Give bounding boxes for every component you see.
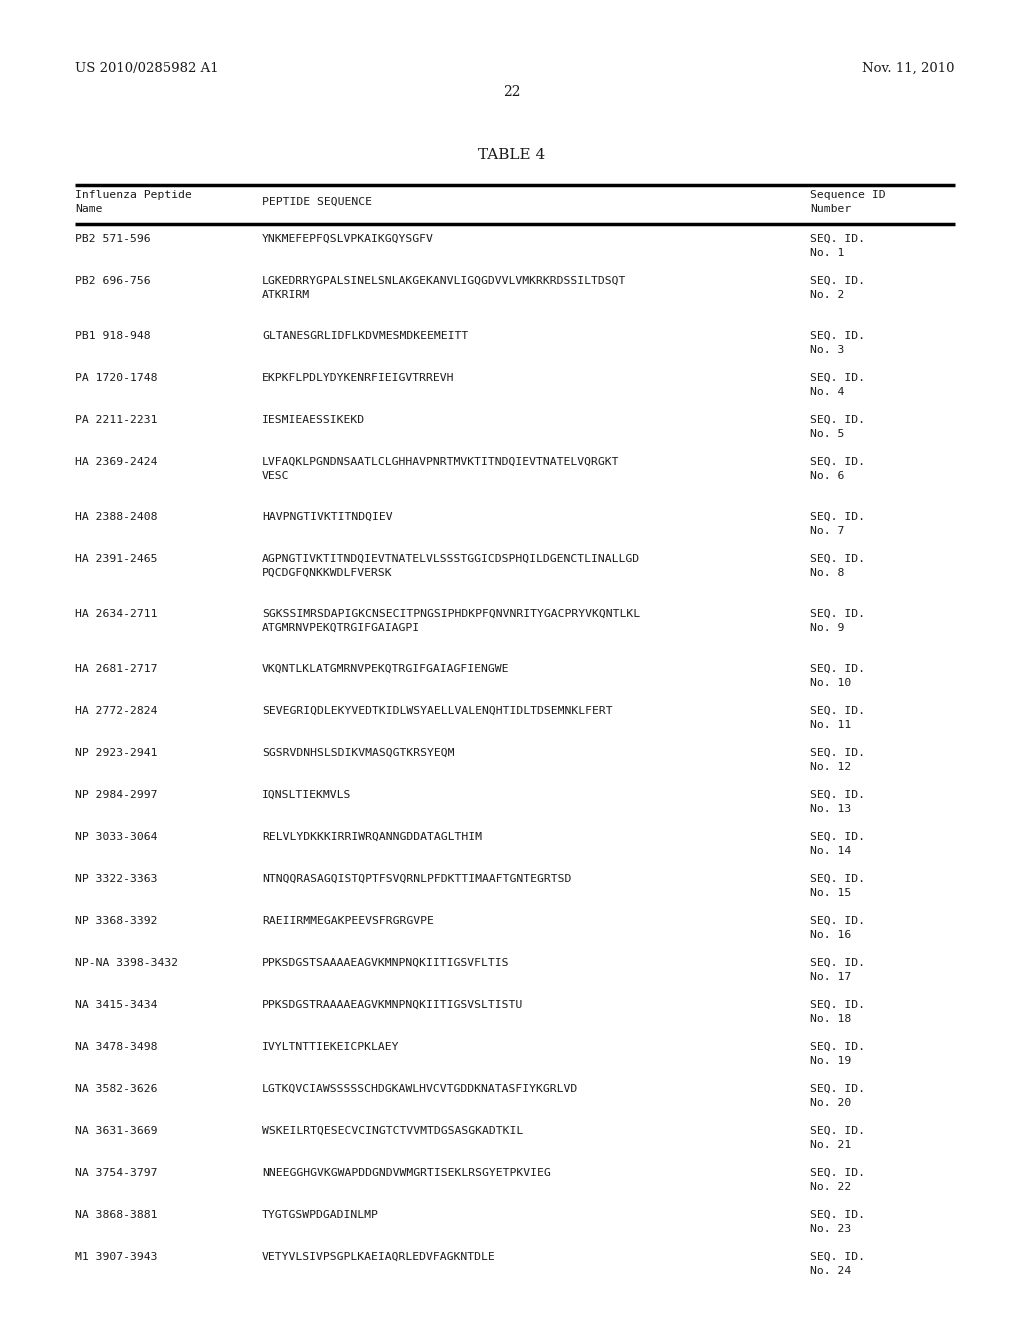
Text: SEQ. ID.
No. 23: SEQ. ID. No. 23 (810, 1210, 865, 1234)
Text: NP 3033-3064: NP 3033-3064 (75, 832, 158, 842)
Text: SEQ. ID.
No. 14: SEQ. ID. No. 14 (810, 832, 865, 855)
Text: IQNSLTIEKMVLS: IQNSLTIEKMVLS (262, 789, 351, 800)
Text: Name: Name (75, 205, 102, 214)
Text: SEQ. ID.
No. 5: SEQ. ID. No. 5 (810, 414, 865, 438)
Text: NP 2984-2997: NP 2984-2997 (75, 789, 158, 800)
Text: NA 3631-3669: NA 3631-3669 (75, 1126, 158, 1137)
Text: AGPNGTIVKTITNDQIEVTNATELVLSSSTGGICDSPHQILDGENCTLINALLGD
PQCDGFQNKKWDLFVERSK: AGPNGTIVKTITNDQIEVTNATELVLSSSTGGICDSPHQI… (262, 554, 640, 578)
Text: NA 3582-3626: NA 3582-3626 (75, 1084, 158, 1094)
Text: SEQ. ID.
No. 4: SEQ. ID. No. 4 (810, 374, 865, 396)
Text: HAVPNGTIVKTITNDQIEV: HAVPNGTIVKTITNDQIEV (262, 512, 392, 521)
Text: PPKSDGSTSAAAAEAGVKMNPNQKIITIGSVFLTIS: PPKSDGSTSAAAAEAGVKMNPNQKIITIGSVFLTIS (262, 958, 510, 968)
Text: HA 2369-2424: HA 2369-2424 (75, 457, 158, 467)
Text: SEQ. ID.
No. 21: SEQ. ID. No. 21 (810, 1126, 865, 1150)
Text: PB1 918-948: PB1 918-948 (75, 331, 151, 341)
Text: SEQ. ID.
No. 20: SEQ. ID. No. 20 (810, 1084, 865, 1107)
Text: Influenza Peptide: Influenza Peptide (75, 190, 191, 201)
Text: HA 2772-2824: HA 2772-2824 (75, 706, 158, 715)
Text: SEQ. ID.
No. 10: SEQ. ID. No. 10 (810, 664, 865, 688)
Text: PA 2211-2231: PA 2211-2231 (75, 414, 158, 425)
Text: NP 3322-3363: NP 3322-3363 (75, 874, 158, 884)
Text: NA 3754-3797: NA 3754-3797 (75, 1168, 158, 1177)
Text: SEQ. ID.
No. 12: SEQ. ID. No. 12 (810, 748, 865, 772)
Text: WSKEILRTQESECVCINGTCTVVMTDGSASGKADTKIL: WSKEILRTQESECVCINGTCTVVMTDGSASGKADTKIL (262, 1126, 523, 1137)
Text: SEVEGRIQDLEKYVEDTKIDLWSYAELLVALENQHTIDLTDSEMNKLFERT: SEVEGRIQDLEKYVEDTKIDLWSYAELLVALENQHTIDLT… (262, 706, 612, 715)
Text: SEQ. ID.
No. 24: SEQ. ID. No. 24 (810, 1251, 865, 1275)
Text: LGTKQVCIAWSSSSSCHDGKAWLHVCVTGDDKNATASFIYKGRLVD: LGTKQVCIAWSSSSSCHDGKAWLHVCVTGDDKNATASFIY… (262, 1084, 579, 1094)
Text: SEQ. ID.
No. 9: SEQ. ID. No. 9 (810, 609, 865, 632)
Text: NA 3415-3434: NA 3415-3434 (75, 1001, 158, 1010)
Text: LVFAQKLPGNDNSAATLCLGHHAVPNRTMVKTITNDQIEVTNATELVQRGKT
VESC: LVFAQKLPGNDNSAATLCLGHHAVPNRTMVKTITNDQIEV… (262, 457, 620, 480)
Text: RELVLYDKKKIRRIWRQANNGDDATAGLTHIM: RELVLYDKKKIRRIWRQANNGDDATAGLTHIM (262, 832, 482, 842)
Text: SEQ. ID.
No. 6: SEQ. ID. No. 6 (810, 457, 865, 480)
Text: NP 3368-3392: NP 3368-3392 (75, 916, 158, 927)
Text: SEQ. ID.
No. 15: SEQ. ID. No. 15 (810, 874, 865, 898)
Text: HA 2634-2711: HA 2634-2711 (75, 609, 158, 619)
Text: Nov. 11, 2010: Nov. 11, 2010 (862, 62, 955, 75)
Text: VKQNTLKLATGMRNVPEKQTRGIFGAIAGFIENGWE: VKQNTLKLATGMRNVPEKQTRGIFGAIAGFIENGWE (262, 664, 510, 675)
Text: YNKMEFEPFQSLVPKAIKGQYSGFV: YNKMEFEPFQSLVPKAIKGQYSGFV (262, 234, 434, 244)
Text: HA 2388-2408: HA 2388-2408 (75, 512, 158, 521)
Text: SEQ. ID.
No. 18: SEQ. ID. No. 18 (810, 1001, 865, 1023)
Text: SEQ. ID.
No. 11: SEQ. ID. No. 11 (810, 706, 865, 730)
Text: SEQ. ID.
No. 8: SEQ. ID. No. 8 (810, 554, 865, 578)
Text: SEQ. ID.
No. 16: SEQ. ID. No. 16 (810, 916, 865, 940)
Text: US 2010/0285982 A1: US 2010/0285982 A1 (75, 62, 219, 75)
Text: SEQ. ID.
No. 13: SEQ. ID. No. 13 (810, 789, 865, 813)
Text: EKPKFLPDLYDYKENRFIEIGVTRREVH: EKPKFLPDLYDYKENRFIEIGVTRREVH (262, 374, 455, 383)
Text: Sequence ID: Sequence ID (810, 190, 886, 201)
Text: TABLE 4: TABLE 4 (478, 148, 546, 162)
Text: HA 2391-2465: HA 2391-2465 (75, 554, 158, 564)
Text: HA 2681-2717: HA 2681-2717 (75, 664, 158, 675)
Text: IESMIEAESSIKEKD: IESMIEAESSIKEKD (262, 414, 366, 425)
Text: SEQ. ID.
No. 19: SEQ. ID. No. 19 (810, 1041, 865, 1065)
Text: SEQ. ID.
No. 7: SEQ. ID. No. 7 (810, 512, 865, 536)
Text: SGKSSIMRSDAPIGKCNSECITPNGSIPHDKPFQNVNRITYGACPRYVKQNTLKL
ATGMRNVPEKQTRGIFGAIAGPI: SGKSSIMRSDAPIGKCNSECITPNGSIPHDKPFQNVNRIT… (262, 609, 640, 632)
Text: NA 3478-3498: NA 3478-3498 (75, 1041, 158, 1052)
Text: Number: Number (810, 205, 851, 214)
Text: GLTANESGRLIDFLKDVMESMDKEEMEITT: GLTANESGRLIDFLKDVMESMDKEEMEITT (262, 331, 468, 341)
Text: SEQ. ID.
No. 22: SEQ. ID. No. 22 (810, 1168, 865, 1192)
Text: SEQ. ID.
No. 1: SEQ. ID. No. 1 (810, 234, 865, 257)
Text: PB2 696-756: PB2 696-756 (75, 276, 151, 286)
Text: SEQ. ID.
No. 17: SEQ. ID. No. 17 (810, 958, 865, 982)
Text: NTNQQRASAGQISTQPTFSVQRNLPFDKTTIMAAFTGNTEGRTSD: NTNQQRASAGQISTQPTFSVQRNLPFDKTTIMAAFTGNTE… (262, 874, 571, 884)
Text: 22: 22 (503, 84, 521, 99)
Text: NNEEGGHGVKGWAPDDGNDVWMGRTISEKLRSGYETPKVIEG: NNEEGGHGVKGWAPDDGNDVWMGRTISEKLRSGYETPKVI… (262, 1168, 551, 1177)
Text: IVYLTNTTIEKEICPKLAEY: IVYLTNTTIEKEICPKLAEY (262, 1041, 399, 1052)
Text: PA 1720-1748: PA 1720-1748 (75, 374, 158, 383)
Text: NP 2923-2941: NP 2923-2941 (75, 748, 158, 758)
Text: NA 3868-3881: NA 3868-3881 (75, 1210, 158, 1220)
Text: LGKEDRRYGPALSINELSNLAKGEKANVLIGQGDVVLVMKRKRDSSILTDSQT
ATKRIRM: LGKEDRRYGPALSINELSNLAKGEKANVLIGQGDVVLVMK… (262, 276, 627, 300)
Text: SEQ. ID.
No. 2: SEQ. ID. No. 2 (810, 276, 865, 300)
Text: PEPTIDE SEQUENCE: PEPTIDE SEQUENCE (262, 197, 372, 207)
Text: SGSRVDNHSLSDIKVMASQGTKRSYEQM: SGSRVDNHSLSDIKVMASQGTKRSYEQM (262, 748, 455, 758)
Text: SEQ. ID.
No. 3: SEQ. ID. No. 3 (810, 331, 865, 355)
Text: M1 3907-3943: M1 3907-3943 (75, 1251, 158, 1262)
Text: PB2 571-596: PB2 571-596 (75, 234, 151, 244)
Text: VETYVLSIVPSGPLKAEIAQRLEDVFAGKNTDLE: VETYVLSIVPSGPLKAEIAQRLEDVFAGKNTDLE (262, 1251, 496, 1262)
Text: NP-NA 3398-3432: NP-NA 3398-3432 (75, 958, 178, 968)
Text: TYGTGSWPDGADINLMP: TYGTGSWPDGADINLMP (262, 1210, 379, 1220)
Text: RAEIIRMMEGAKPEEVSFRGRGVPE: RAEIIRMMEGAKPEEVSFRGRGVPE (262, 916, 434, 927)
Text: PPKSDGSTRAAAAEAGVKMNPNQKIITIGSVSLTISTU: PPKSDGSTRAAAAEAGVKMNPNQKIITIGSVSLTISTU (262, 1001, 523, 1010)
